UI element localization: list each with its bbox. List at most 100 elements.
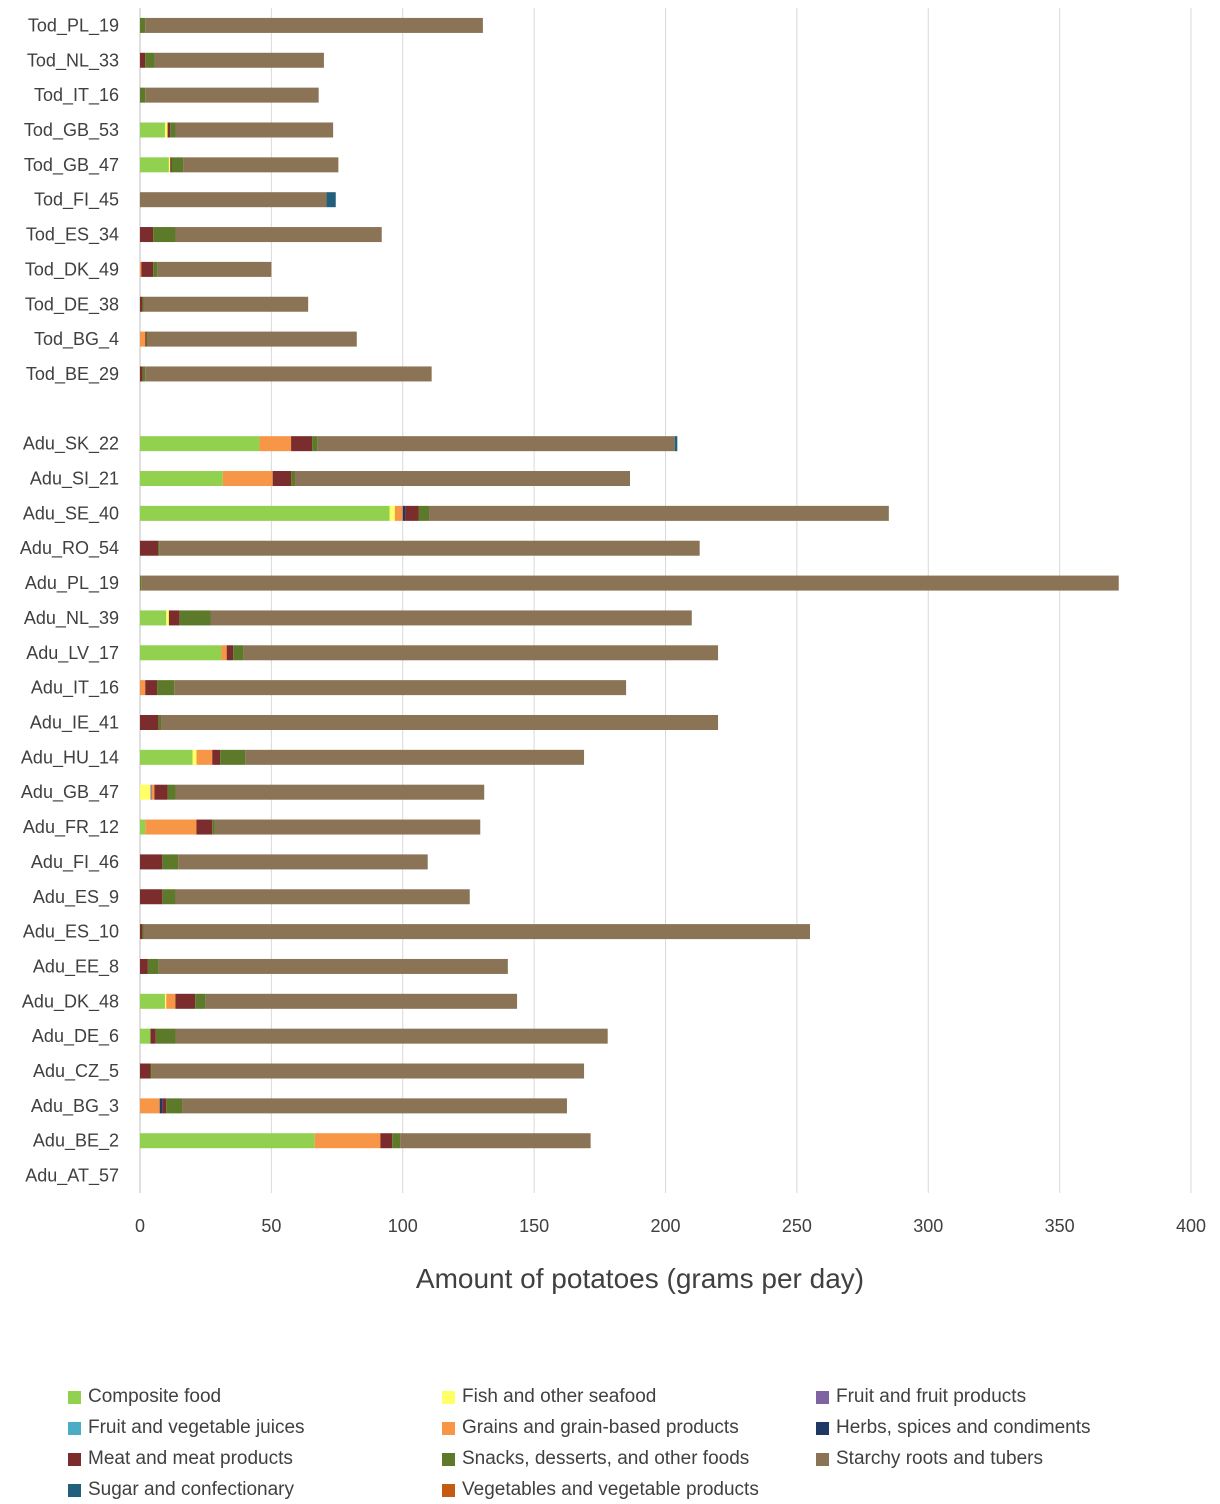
bar-segment [142,366,146,382]
category-label: Adu_GB_47 [21,782,119,803]
category-label: Adu_HU_14 [21,747,119,768]
legend-item: Herbs, spices and condiments [816,1417,1188,1439]
bar-segment [140,924,143,940]
bar-segment [140,261,142,277]
x-tick-label: 350 [1045,1216,1075,1236]
bar-segment [161,714,719,730]
bar-segment [145,680,158,696]
bar-segment [196,819,213,835]
bar-segment [158,958,508,974]
bar-segment [158,714,162,730]
category-label: Tod_PL_19 [28,15,119,36]
bar-segment [326,192,336,208]
category-label: Tod_NL_33 [27,50,119,71]
bar-segment [212,819,215,835]
legend-item: Snacks, desserts, and other foods [442,1448,816,1470]
bar-segment [142,924,144,940]
category-label: Tod_ES_34 [26,225,119,246]
bar-segment [140,540,159,556]
bar-segment [143,296,309,312]
legend-swatch [442,1390,455,1404]
bar-segment [140,993,165,1009]
x-tick-label: 400 [1176,1216,1206,1236]
bar-segment [140,296,143,312]
bar-segment [142,296,144,312]
bar-segment [140,505,390,521]
legend-item: Vegetables and vegetable products [442,1479,816,1501]
bar-segment [175,784,485,800]
bar-segment [140,610,167,626]
bar-segment [140,1063,151,1079]
legend-swatch [442,1483,455,1497]
bar-segment [140,122,165,138]
bar-segment [162,889,176,905]
bar-segment [140,1133,315,1149]
category-label: Tod_GB_47 [24,155,119,176]
bar-segment [158,540,160,556]
bar-segment [140,1098,160,1114]
legend-item: Fruit and fruit products [816,1386,1188,1408]
category-label: Adu_PL_19 [25,573,119,594]
bar-segment [140,192,327,208]
category-label: Tod_BG_4 [34,329,119,350]
legend-swatch [816,1390,829,1404]
bar-segment [402,505,406,521]
legend-item: Meat and meat products [68,1448,442,1470]
bar-segment [140,471,223,487]
bar-segment [157,680,175,696]
category-label: Adu_DE_6 [32,1026,119,1047]
bar-segment [140,784,151,800]
bar-segment [166,610,169,626]
bar-segment [179,610,211,626]
bar-segment [145,17,483,33]
bar-segment [175,993,196,1009]
category-label: Adu_ES_10 [23,922,119,943]
legend-swatch [442,1421,455,1435]
bar-segment [140,227,154,243]
category-label: Adu_ES_9 [33,887,119,908]
category-label: Adu_FR_12 [23,817,119,838]
bar-segment [150,1028,156,1044]
bar-segment [140,157,169,173]
bar-segment [140,854,163,870]
category-label: Tod_BE_29 [26,364,119,385]
legend: Composite food Fish and other seafood Frui… [68,1386,1188,1501]
category-label: Adu_BE_2 [33,1131,119,1152]
bar-segment [400,1133,591,1149]
bar-segment [154,52,324,68]
bar-segment [175,889,470,905]
bar-segment [312,436,318,452]
bar-segment [140,645,222,661]
legend-label: Fruit and fruit products [836,1386,1027,1407]
bar-segment [159,540,700,556]
bar-segment [155,1028,176,1044]
bar-segment [154,784,168,800]
category-label: Adu_SI_21 [30,469,119,490]
legend-label: Composite food [88,1386,222,1407]
bar-segment [196,749,213,765]
bar-segment [140,714,159,730]
bar-segment [143,924,811,940]
bar-segment [272,471,292,487]
bar-segment [140,17,146,33]
bar-segment [291,471,296,487]
bar-segment [182,1098,567,1114]
x-tick-label: 250 [782,1216,812,1236]
bar-segment [151,784,155,800]
x-tick-label: 300 [913,1216,943,1236]
category-labels: Tod_PL_19 Tod_NL_33 Tod_IT_16 Tod_GB_53 Tod_… [20,15,119,1186]
legend-item: Composite food [68,1386,442,1408]
bar-segment [146,331,148,347]
bar-segment [167,784,176,800]
bar-segment [153,261,158,277]
bar-segment [243,645,719,661]
bar-segment [171,157,184,173]
bar-segment [140,958,148,974]
legend-item: Grains and grain-based products [442,1417,816,1439]
bar-segment [175,1028,608,1044]
bar-segment [205,993,518,1009]
bar-segment [147,958,159,974]
legend-swatch [816,1452,829,1466]
bar-segment [140,819,146,835]
category-label: Adu_EE_8 [33,956,119,977]
